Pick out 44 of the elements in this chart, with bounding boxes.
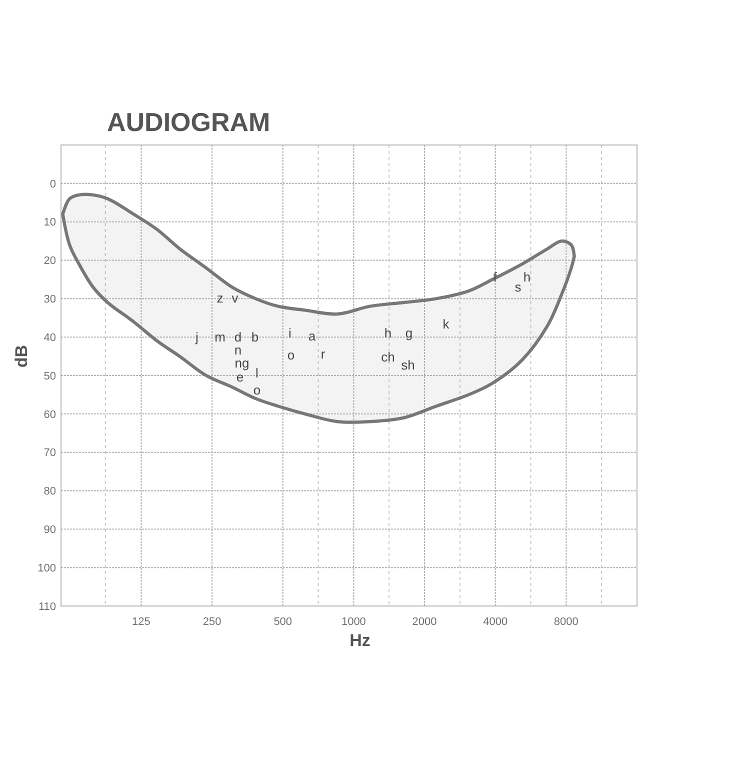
x-tick-label: 4000	[483, 616, 508, 628]
annotation: g	[405, 326, 413, 341]
annotation: h	[523, 270, 531, 285]
y-tick-label: 90	[44, 524, 56, 536]
annotation: m	[214, 330, 226, 345]
y-tick-label: 80	[44, 486, 56, 498]
annotation: sh	[401, 358, 415, 373]
annotation: ch	[381, 350, 395, 365]
x-tick-label: 2000	[412, 616, 437, 628]
annotation: k	[442, 316, 450, 332]
annotation: a	[308, 328, 316, 344]
annotation: d	[234, 330, 242, 345]
annotation: z	[216, 290, 224, 306]
annotation: n	[234, 342, 242, 358]
x-tick-label: 125	[132, 616, 150, 628]
y-tick-label: 60	[44, 408, 56, 421]
y-tick-label: 40	[44, 332, 56, 344]
annotation: j	[194, 330, 199, 345]
y-axis-title: dB	[12, 344, 31, 368]
annotation: v	[232, 290, 239, 306]
y-tick-label: 10	[44, 216, 56, 229]
annotation: s	[514, 280, 522, 295]
y-tick-label: 50	[44, 370, 56, 382]
y-tick-label: 100	[38, 562, 56, 574]
x-tick-label: 500	[274, 616, 292, 628]
x-tick-label: 1000	[341, 616, 366, 628]
y-tick-label: 30	[44, 294, 56, 306]
annotation: l	[256, 366, 259, 381]
y-tick-label: 20	[44, 255, 56, 268]
annotation: r	[320, 346, 326, 362]
annotation: ng	[234, 356, 250, 371]
x-tick-label: 250	[202, 616, 222, 628]
annotation: e	[236, 370, 244, 385]
annotation: h	[384, 326, 392, 341]
annotation: b	[251, 330, 259, 345]
annotation: o	[253, 382, 261, 398]
x-axis-title: Hz	[350, 631, 370, 650]
annotation: i	[288, 326, 292, 341]
y-tick-label: 110	[38, 600, 56, 613]
y-tick-label: 70	[44, 447, 56, 460]
chart-title: AUDIOGRAM	[107, 107, 270, 137]
y-tick-label: 0	[50, 178, 56, 190]
x-tick-label: 8000	[554, 616, 578, 628]
annotation: o	[287, 348, 295, 363]
